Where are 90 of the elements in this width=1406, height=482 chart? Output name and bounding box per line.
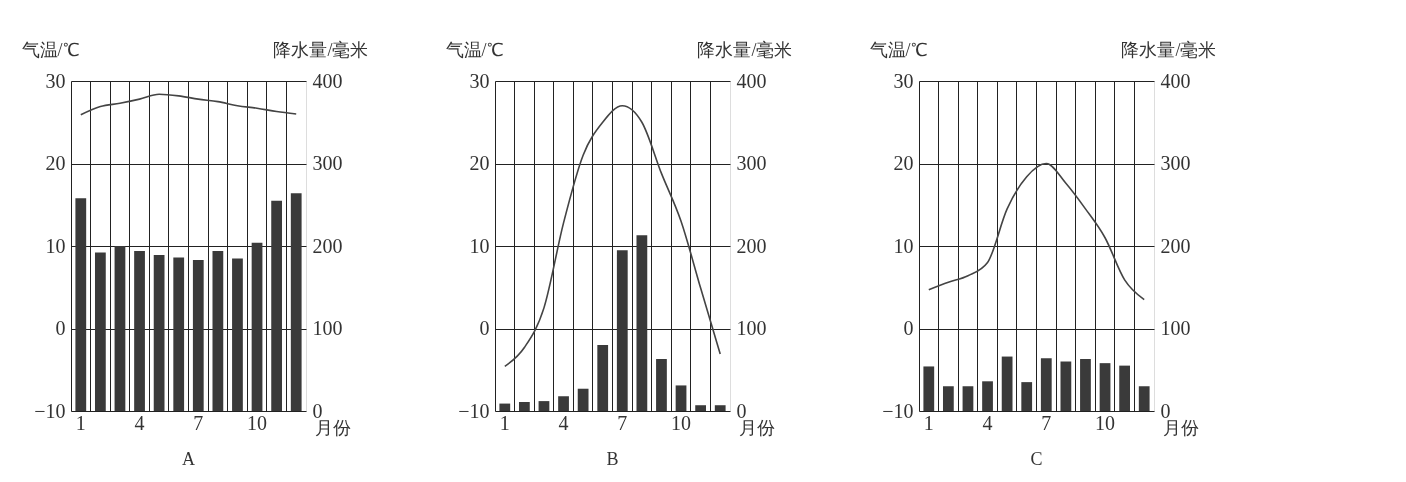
bar xyxy=(675,385,687,411)
bar xyxy=(1138,386,1150,411)
y2-axis-title: 降水量/毫米 xyxy=(697,39,793,60)
y-tick-label: 30 xyxy=(45,69,66,92)
y2-tick-label: 300 xyxy=(1160,152,1191,174)
x-axis-title: 月份 xyxy=(738,417,775,438)
bar xyxy=(271,200,283,411)
y-tick-label: 0 xyxy=(55,317,66,339)
x-tick-label: 10 xyxy=(671,411,692,434)
bar xyxy=(1099,363,1111,411)
bar xyxy=(251,242,263,411)
y2-tick-label: 200 xyxy=(312,234,343,257)
y-tick-label: 10 xyxy=(45,234,66,257)
y2-axis-title: 降水量/毫米 xyxy=(273,39,369,60)
y2-tick-label: 100 xyxy=(1160,317,1191,339)
y-tick-label: −10 xyxy=(882,399,914,422)
y2-tick-label: 300 xyxy=(312,152,343,174)
bar xyxy=(982,381,993,411)
y-tick-label: 20 xyxy=(45,152,66,174)
line-series xyxy=(927,162,1146,301)
bar xyxy=(290,193,302,411)
y-axis-title: 气温/℃ xyxy=(869,39,928,60)
y-tick-label: 10 xyxy=(469,234,490,257)
y2-tick-label: 200 xyxy=(736,234,767,257)
y2-tick-label: 400 xyxy=(736,69,767,92)
bar xyxy=(94,252,106,411)
y-tick-label: 30 xyxy=(893,69,914,92)
y2-tick-label: 400 xyxy=(1160,69,1191,92)
y2-tick-label: 300 xyxy=(736,152,767,174)
bar xyxy=(597,345,609,411)
x-tick-label: 1 xyxy=(499,411,510,434)
bar xyxy=(923,366,935,411)
line-series xyxy=(503,104,722,368)
bar xyxy=(518,401,530,411)
bar xyxy=(616,250,628,411)
y2-tick-label: 100 xyxy=(312,317,343,339)
x-axis-title: 月份 xyxy=(1162,417,1199,438)
x-tick-label: 4 xyxy=(982,411,993,434)
bar xyxy=(962,386,974,411)
bar xyxy=(538,401,550,411)
bar xyxy=(1021,382,1033,411)
y-tick-label: 20 xyxy=(893,152,914,174)
bar xyxy=(173,257,185,411)
y-tick-label: 20 xyxy=(469,152,490,174)
bar xyxy=(114,246,126,411)
x-tick-label: 1 xyxy=(75,411,86,434)
y-tick-label: −10 xyxy=(458,399,490,422)
x-tick-label: 10 xyxy=(1095,411,1116,434)
bar xyxy=(134,250,145,411)
x-tick-label: 7 xyxy=(193,411,204,434)
bar xyxy=(558,396,569,411)
bar xyxy=(75,198,87,411)
line-series xyxy=(79,93,298,116)
bar xyxy=(656,359,667,411)
y2-tick-label: 200 xyxy=(1160,234,1191,257)
text: A xyxy=(182,449,195,469)
y2-axis-title: 降水量/毫米 xyxy=(1121,39,1217,60)
bar xyxy=(942,386,954,411)
bar xyxy=(1080,359,1091,411)
y-tick-label: 0 xyxy=(903,317,914,339)
bar xyxy=(153,255,165,411)
x-tick-label: 10 xyxy=(247,411,268,434)
y-tick-label: 10 xyxy=(893,234,914,257)
bar xyxy=(232,258,243,411)
x-tick-label: 4 xyxy=(558,411,569,434)
bar xyxy=(714,405,726,411)
bar xyxy=(192,260,204,411)
bar xyxy=(1060,361,1072,411)
x-tick-label: 1 xyxy=(923,411,934,434)
bar xyxy=(212,250,224,411)
bar xyxy=(499,403,511,411)
bar xyxy=(577,388,589,411)
y-tick-label: −10 xyxy=(34,399,66,422)
y-tick-label: 0 xyxy=(479,317,490,339)
y-tick-label: 30 xyxy=(469,69,490,92)
text: B xyxy=(606,449,619,469)
bar xyxy=(1040,358,1052,411)
x-tick-label: 7 xyxy=(1041,411,1052,434)
text: C xyxy=(1030,449,1043,469)
bar xyxy=(1001,356,1013,411)
bar xyxy=(695,405,707,411)
y-axis-title: 气温/℃ xyxy=(445,39,504,60)
bar xyxy=(1119,365,1131,411)
x-tick-label: 4 xyxy=(134,411,145,434)
x-tick-label: 7 xyxy=(617,411,628,434)
x-axis-title: 月份 xyxy=(314,417,351,438)
bar xyxy=(636,235,648,411)
y2-tick-label: 100 xyxy=(736,317,767,339)
y-axis-title: 气温/℃ xyxy=(21,39,80,60)
y2-tick-label: 400 xyxy=(312,69,343,92)
